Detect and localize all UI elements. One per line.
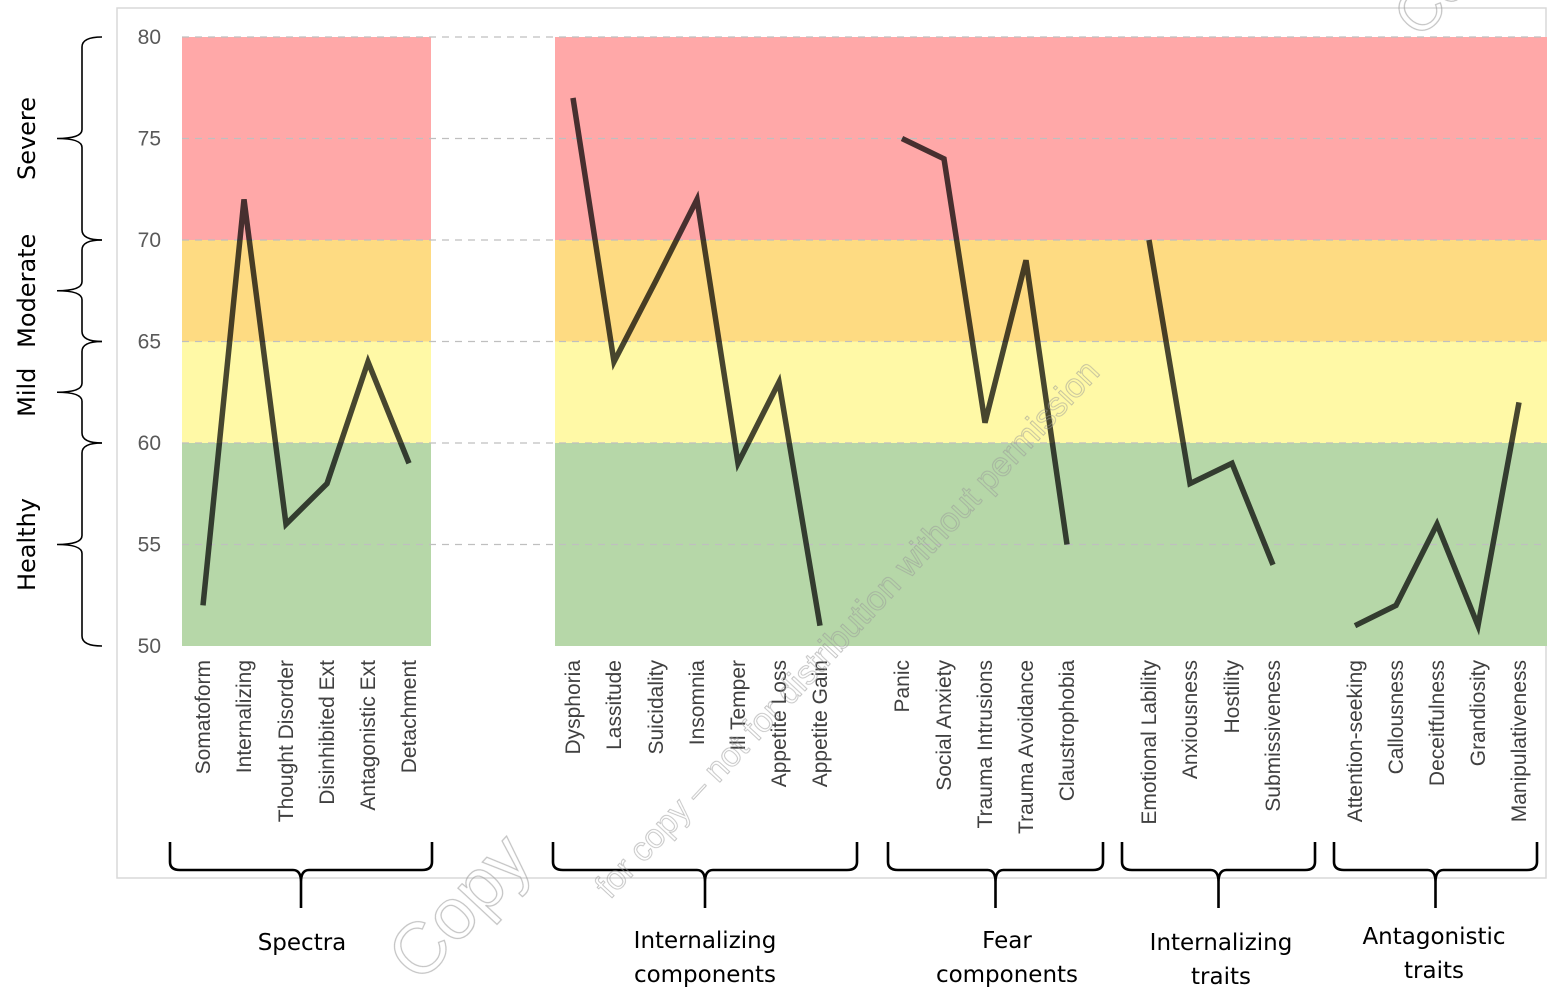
band-2-panel-0 [182, 240, 431, 342]
category-label: Panic [891, 660, 914, 713]
group-brace-2 [886, 842, 1105, 908]
category-label: Internalizing [233, 660, 256, 773]
group-label: Antagonistic [1362, 924, 1505, 950]
group-brace-4 [1332, 842, 1539, 908]
group-label: components [634, 962, 776, 988]
y-tick-label: 55 [138, 534, 161, 557]
band-2-panel-1 [555, 240, 1547, 342]
watermark-stamp-text: Copy [373, 818, 546, 993]
series-line-1 [570, 97, 823, 627]
y-tick-labels: 50 55 60 65 70 75 80 [138, 26, 161, 658]
group-braces: Spectra Internalizing components Fear compon… [168, 842, 1539, 990]
category-label: Detachment [398, 660, 421, 773]
category-label: Appetite Loss [768, 660, 791, 787]
category-label: Ill Temper [727, 660, 750, 751]
group-label: Fear [982, 928, 1032, 954]
category-label: Attention-seeking [1344, 660, 1367, 822]
category-label: Emotional Lability [1138, 660, 1161, 825]
group-brace-0 [168, 842, 434, 908]
severity-label: Healthy [13, 498, 41, 591]
y-tick-label: 65 [138, 331, 161, 354]
y-tick-label: 60 [138, 432, 161, 455]
category-label: Social Anxiety [933, 660, 956, 791]
category-label: Insomnia [686, 660, 709, 746]
category-label: Suicidality [645, 660, 668, 755]
category-label: Submissiveness [1262, 660, 1285, 812]
category-label: Dysphoria [562, 660, 585, 755]
group-label: Spectra [258, 930, 347, 956]
y-tick-label: 80 [138, 26, 161, 49]
severity-label: Mild [13, 368, 41, 417]
series-line-2 [900, 136, 1070, 545]
group-label: Internalizing [634, 928, 777, 954]
category-label: Trauma Intrusions [974, 660, 997, 828]
series-line-0 [200, 199, 412, 606]
group-label: traits [1191, 964, 1251, 990]
severity-label: Moderate [13, 234, 41, 348]
category-label: Trauma Avoidance [1015, 660, 1038, 834]
category-label: Deceitfulness [1426, 660, 1449, 786]
category-label: Appetite Gain [809, 660, 832, 787]
series-line-4 [1353, 401, 1522, 636]
y-tick-label: 75 [138, 128, 161, 151]
group-label: Internalizing [1150, 930, 1293, 956]
category-label: Callousness [1385, 660, 1408, 774]
group-brace-1 [551, 842, 859, 908]
category-label: Manipulativeness [1508, 660, 1531, 822]
category-label: Anxiousness [1179, 660, 1202, 779]
category-label: Thought Disorder [275, 660, 298, 822]
severity-label: Severe [13, 97, 41, 180]
category-label: Somatoform [192, 660, 215, 774]
severity-brace-1 [56, 340, 103, 444]
severity-brace-3 [56, 36, 103, 241]
category-label: Claustrophobia [1056, 660, 1079, 802]
category-label: Hostility [1221, 660, 1244, 734]
series-line-3 [1146, 239, 1276, 566]
group-label: traits [1404, 958, 1464, 984]
category-labels: Somatoform Internalizing Thought Disorder D… [192, 660, 1531, 834]
category-label: Antagonistic Ext [357, 660, 380, 811]
category-label: Disinhibited Ext [316, 660, 339, 805]
group-brace-3 [1120, 842, 1317, 908]
y-tick-label: 70 [138, 229, 161, 252]
severity-brace-2 [56, 239, 103, 343]
gridlines [182, 36, 1547, 546]
group-label: components [936, 962, 1078, 988]
category-label: Grandiosity [1467, 660, 1490, 767]
y-tick-label: 50 [138, 635, 161, 658]
category-label: Lassitude [603, 660, 626, 750]
severity-braces: Healthy Mild Moderate Severe [13, 36, 103, 647]
severity-brace-0 [56, 442, 103, 647]
score-lines [200, 97, 1522, 636]
